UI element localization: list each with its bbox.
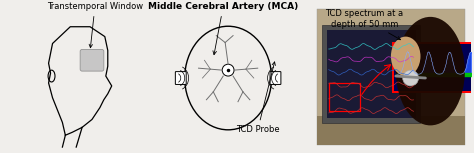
Bar [317,9,465,145]
Bar [394,43,474,91]
Text: Transtemporal Window: Transtemporal Window [47,2,143,48]
FancyBboxPatch shape [175,72,186,84]
Circle shape [403,70,419,86]
Bar [329,83,360,111]
Bar [322,25,420,123]
Text: TCD Probe: TCD Probe [236,62,280,134]
Text: Middle Cerebral Artery (MCA): Middle Cerebral Artery (MCA) [148,2,298,55]
FancyBboxPatch shape [80,49,104,71]
Text: TCD spectrum at a
depth of 50 mm: TCD spectrum at a depth of 50 mm [325,9,403,40]
Ellipse shape [391,37,420,76]
Bar [392,41,474,93]
Bar [317,116,465,145]
FancyBboxPatch shape [270,72,281,84]
Ellipse shape [396,17,465,125]
Bar [327,30,416,118]
Circle shape [222,64,234,76]
